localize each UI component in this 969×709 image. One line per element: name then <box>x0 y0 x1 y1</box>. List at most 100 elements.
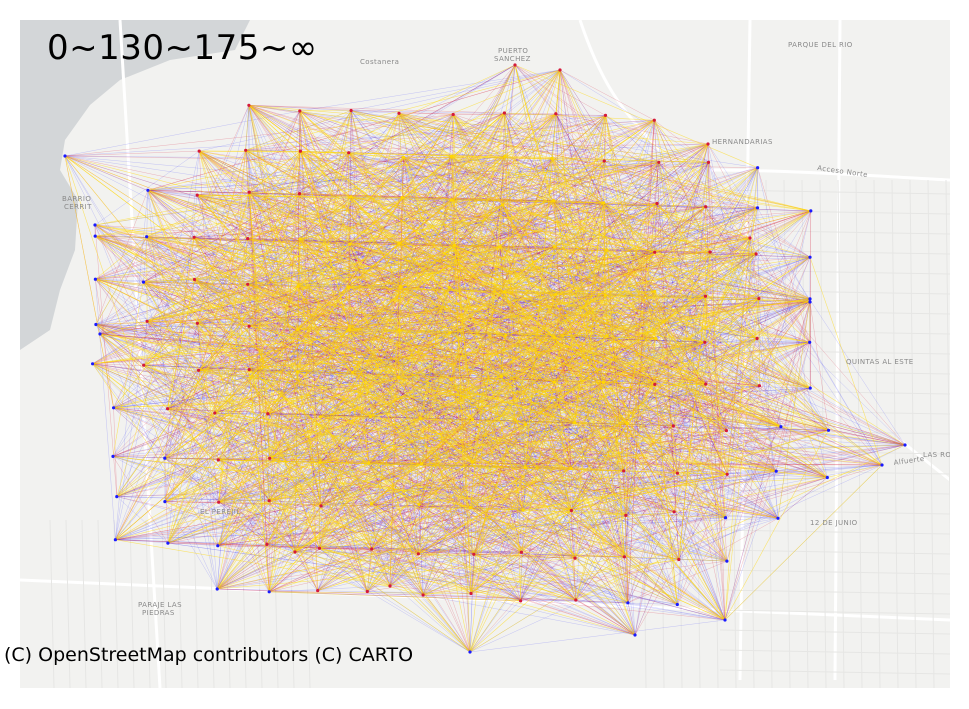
map-canvas[interactable]: PUERTO SANCHEZ PARQUE DEL RIO HERNANDARI… <box>20 20 950 688</box>
od-node <box>470 460 474 464</box>
river-water <box>20 20 250 350</box>
od-flow-edges <box>64 64 906 653</box>
od-node <box>142 363 146 367</box>
od-node <box>318 415 322 419</box>
od-node <box>63 154 67 158</box>
od-node <box>706 142 710 146</box>
od-node <box>166 407 170 411</box>
od-node <box>523 465 528 470</box>
od-node <box>417 502 421 507</box>
od-node <box>452 243 456 247</box>
od-node <box>316 589 320 593</box>
od-node <box>706 160 711 164</box>
od-node <box>419 417 423 421</box>
od-node <box>880 463 884 467</box>
od-nodes <box>63 63 907 654</box>
od-node <box>675 602 679 607</box>
od-node <box>346 285 350 289</box>
od-node <box>622 469 626 473</box>
od-node <box>502 290 506 294</box>
od-node <box>398 285 403 289</box>
od-node <box>397 111 401 115</box>
od-node <box>653 250 657 254</box>
od-node <box>704 205 708 209</box>
map-frame[interactable]: PUERTO SANCHEZ PARQUE DEL RIO HERNANDARI… <box>20 20 950 688</box>
od-node <box>298 109 302 113</box>
od-node <box>569 508 574 513</box>
od-node <box>504 333 508 337</box>
od-node <box>624 513 628 517</box>
od-node <box>550 156 554 160</box>
od-node <box>448 331 452 335</box>
od-node <box>296 284 300 288</box>
od-node <box>757 297 761 301</box>
od-node <box>266 412 270 416</box>
od-node <box>298 149 302 153</box>
od-node <box>633 633 637 637</box>
od-node <box>115 495 119 499</box>
od-node <box>267 499 271 503</box>
od-node <box>365 589 369 594</box>
od-node <box>111 454 115 458</box>
place-label-sanchez: SANCHEZ <box>494 55 531 63</box>
od-node <box>675 471 680 475</box>
place-label-hernandarias: HERNANDARIAS <box>712 138 773 146</box>
od-node <box>601 201 606 205</box>
od-node <box>349 108 353 113</box>
od-node <box>267 590 271 594</box>
od-node <box>317 546 322 550</box>
od-node <box>468 650 472 654</box>
od-node <box>217 500 221 504</box>
place-label-cerrito: CERRIT <box>64 203 92 211</box>
od-node <box>703 294 708 298</box>
od-node <box>319 504 323 508</box>
place-label-paraje-las: PARAJE LAS <box>138 601 182 609</box>
od-node <box>197 368 201 372</box>
od-node <box>213 411 217 415</box>
od-node <box>808 297 812 301</box>
place-label-parque-del-rio: PARQUE DEL RIO <box>788 41 853 49</box>
od-node <box>652 118 656 122</box>
od-node <box>655 201 659 206</box>
od-node <box>163 456 167 460</box>
od-node <box>499 374 503 379</box>
od-node <box>755 206 760 210</box>
od-node <box>626 601 630 605</box>
od-node <box>605 248 609 252</box>
od-node <box>513 63 517 67</box>
od-node <box>809 209 813 213</box>
od-node <box>296 327 300 331</box>
od-node <box>672 510 676 514</box>
od-node <box>469 591 473 596</box>
od-node <box>625 422 629 426</box>
od-node <box>554 112 558 116</box>
od-node <box>400 195 404 200</box>
od-node <box>246 237 250 241</box>
od-node <box>776 516 780 520</box>
od-node <box>215 587 219 591</box>
od-node <box>318 460 322 464</box>
od-node <box>754 252 758 256</box>
od-node <box>112 406 116 410</box>
od-node <box>349 195 353 199</box>
od-node <box>552 380 557 384</box>
place-label-quintas-al-este: QUINTAS AL ESTE <box>846 358 914 366</box>
od-node <box>93 277 97 281</box>
od-node <box>246 282 250 286</box>
map-attribution: (C) OpenStreetMap contributors (C) CARTO <box>4 644 414 666</box>
od-node <box>293 550 297 554</box>
od-node <box>653 289 657 294</box>
od-node <box>554 292 558 297</box>
od-node <box>192 235 196 239</box>
od-node <box>416 552 420 556</box>
road-network <box>20 20 950 688</box>
od-node <box>708 250 712 254</box>
od-node <box>195 321 199 325</box>
od-node <box>601 380 606 384</box>
od-node <box>350 370 355 374</box>
od-node <box>192 277 197 282</box>
od-node <box>724 429 729 433</box>
od-node <box>826 428 831 432</box>
od-node <box>723 516 728 520</box>
place-label-costanera: Costanera <box>360 58 399 66</box>
